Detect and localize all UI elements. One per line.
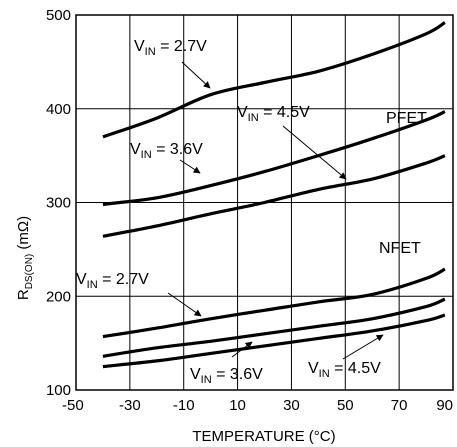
series-annotation: VIN = 2.7V [134,38,207,58]
annotation-arrow [167,292,202,317]
series-annotation: PFET [386,110,427,127]
y-axis-title: RDS(ON) (mΩ) [15,216,35,300]
grid [75,14,454,391]
x-tick-label: 90 [436,397,453,414]
x-axis-title: TEMPERATURE (°C) [192,428,335,445]
annotation-arrow [231,341,253,358]
series-line [102,110,446,206]
series-group [102,21,446,369]
tick-labels: -50 -30 -10 10 30 50 70 90 100 200 300 400 500 [46,7,453,414]
series-annotation: VIN = 4.5V [237,104,310,124]
series-line [102,313,446,369]
y-axis-title-unit: (mΩ) [15,216,32,254]
x-tick-label: -30 [119,397,141,414]
annotations: VIN = 2.7V VIN = 4.5V VIN = 3.6V PFET NFET VI… [76,38,427,386]
y-tick-label: 200 [46,288,71,305]
series-line [102,154,446,238]
series-annotation: VIN = 3.6V [190,366,263,386]
y-axis-title-sub: DS(ON) [24,254,35,290]
series-annotation: NFET [379,240,421,257]
annotation-arrow [181,61,211,89]
y-axis-title-main: R [15,289,32,300]
x-tick-label: 70 [391,397,408,414]
y-tick-label: 500 [46,7,71,24]
y-tick-label: 400 [46,101,71,118]
annotation-arrow [179,159,201,174]
x-tick-label: -10 [173,397,195,414]
series-annotation: VIN = 2.7V [76,271,149,291]
x-tick-label: -50 [62,397,84,414]
plot-frame [75,14,454,391]
series-annotation: VIN = 4.5V [308,360,381,380]
annotation-arrow [342,334,384,360]
annotation-arrow [282,125,347,180]
series-line [102,297,446,358]
x-tick-label: 30 [283,397,300,414]
series-annotation: VIN = 3.6V [130,141,203,161]
series-line [102,21,446,139]
x-tick-label: 10 [229,397,246,414]
y-tick-label: 300 [46,195,71,212]
annotation-arrows [167,61,384,360]
series-line [102,267,446,339]
y-tick-label: 100 [46,382,71,399]
x-tick-label: 50 [337,397,354,414]
